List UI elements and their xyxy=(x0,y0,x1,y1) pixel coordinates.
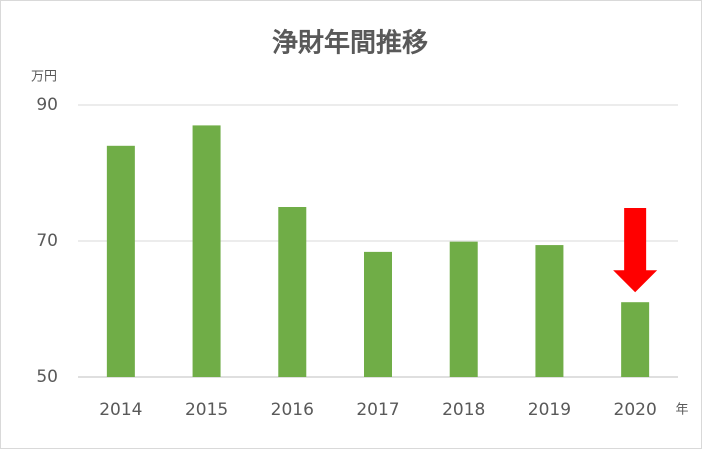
x-unit: 年 xyxy=(675,403,688,418)
x-tick-label: 2015 xyxy=(185,400,228,420)
y-tick-label: 50 xyxy=(36,367,58,387)
highlight-arrow xyxy=(613,208,658,293)
y-tick-label: 70 xyxy=(36,231,58,251)
x-tick-label: 2019 xyxy=(528,400,571,420)
bar xyxy=(621,302,650,377)
y-unit: 万円 xyxy=(31,70,57,85)
bar xyxy=(106,145,135,377)
bar xyxy=(449,241,478,377)
x-tick-label: 2014 xyxy=(99,400,142,420)
x-tick-label: 2017 xyxy=(356,400,399,420)
x-tick-label: 2020 xyxy=(614,400,657,420)
x-tick-label: 2016 xyxy=(271,400,314,420)
bar xyxy=(192,125,221,378)
bar xyxy=(535,245,564,377)
chart-title: 浄財年間推移 xyxy=(272,28,428,59)
bar xyxy=(278,207,307,377)
bar xyxy=(364,251,392,377)
y-tick-label: 90 xyxy=(36,95,58,115)
x-tick-label: 2018 xyxy=(442,400,485,420)
